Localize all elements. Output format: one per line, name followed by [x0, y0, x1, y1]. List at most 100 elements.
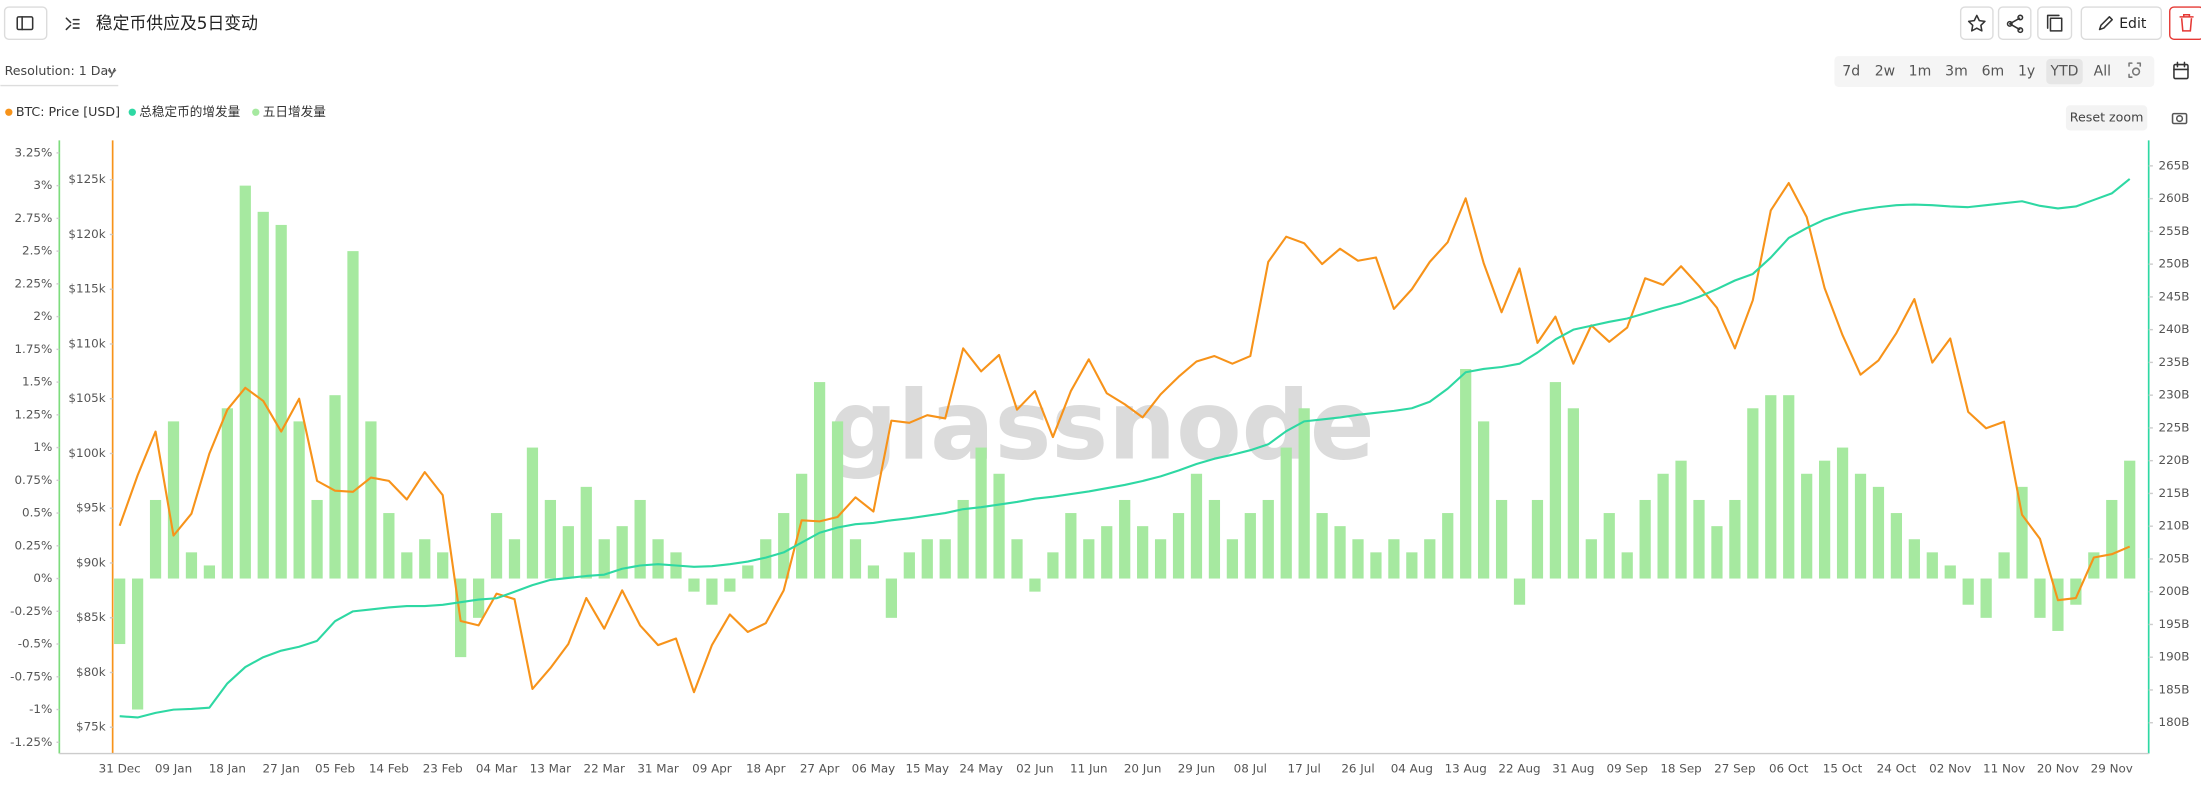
y2-tick-label: 215B: [2159, 486, 2190, 500]
bar: [1424, 539, 1436, 579]
bar: [347, 251, 359, 579]
edit-label: Edit: [2119, 16, 2147, 32]
y3-tick-label: 0.5%: [22, 506, 52, 520]
range-button[interactable]: All: [2094, 64, 2111, 80]
bar: [831, 421, 844, 579]
y-tick-label: $115k: [68, 282, 105, 296]
reset-zoom-button[interactable]: [2065, 105, 2148, 131]
bar: [203, 565, 216, 579]
bar: [401, 552, 413, 579]
y2-tick-label: 245B: [2159, 289, 2190, 303]
range-button[interactable]: 6m: [1982, 64, 2005, 80]
y-tick-label: $125k: [68, 172, 105, 186]
bar: [311, 499, 323, 579]
bar: [185, 552, 198, 579]
bar: [742, 565, 754, 579]
bar: [1621, 552, 1633, 579]
y3-tick-label: -0.5%: [18, 637, 53, 651]
legend-label[interactable]: 五日增发量: [263, 104, 326, 119]
x-tick-label: 24 May: [959, 761, 1003, 775]
x-tick-label: 04 Mar: [476, 761, 518, 775]
zoom-glyph: [2131, 67, 2141, 76]
calendar-icon[interactable]: [2173, 61, 2189, 80]
x-tick-label: 15 Oct: [1823, 761, 1863, 775]
bar: [1244, 513, 1256, 579]
bar: [221, 408, 233, 579]
x-tick-label: 05 Feb: [315, 761, 355, 775]
copy-button[interactable]: [2037, 6, 2073, 40]
bar: [2016, 486, 2028, 579]
x-tick-label: 13 Aug: [1445, 761, 1487, 775]
x-tick-label: 23 Feb: [423, 761, 463, 775]
x-tick-label: 02 Nov: [1929, 761, 1971, 775]
y2-tick-label: 180B: [2159, 715, 2190, 729]
bar: [1388, 539, 1400, 579]
edit-button[interactable]: [2080, 6, 2163, 40]
y3-tick-label: 0.75%: [14, 473, 52, 487]
camera-glyph: [2175, 114, 2184, 123]
bar: [1872, 486, 1885, 579]
bar: [1495, 499, 1508, 579]
bar: [796, 473, 808, 579]
bar: [2124, 460, 2136, 579]
delete-button[interactable]: [2169, 6, 2201, 40]
bar: [1962, 578, 1974, 605]
collapse-icon[interactable]: [65, 17, 80, 31]
bar: [921, 539, 933, 579]
x-tick-label: 09 Jan: [155, 761, 192, 775]
y2-tick-label: 240B: [2159, 322, 2190, 336]
bar: [867, 565, 880, 579]
pencil-icon: [2098, 16, 2113, 31]
x-tick-label: 18 Apr: [746, 761, 786, 775]
y3-tick-label: 2.75%: [14, 211, 52, 225]
bar: [2070, 578, 2082, 605]
sidebar-button[interactable]: [3, 6, 48, 40]
bar: [1119, 499, 1131, 579]
bar: [1854, 473, 1867, 579]
y-tick-label: $105k: [68, 391, 105, 405]
bar: [437, 552, 449, 579]
bar: [1334, 526, 1346, 579]
x-tick-label: 31 Aug: [1552, 761, 1594, 775]
line: [119, 178, 2131, 719]
range-button[interactable]: 3m: [1945, 64, 1968, 80]
range-button[interactable]: 7d: [1842, 64, 1860, 80]
legend: BTC: Price [USD] 总稳定币的增发量 五日增发量: [5, 104, 326, 119]
share-icon: [2017, 14, 2024, 21]
camera-icon[interactable]: [2171, 112, 2188, 125]
range-button[interactable]: YTD: [2050, 64, 2079, 80]
y-tick-label: $85k: [76, 610, 106, 624]
bar: [1603, 513, 1615, 579]
range-button[interactable]: 1m: [1909, 64, 1932, 80]
bar: [1639, 499, 1651, 579]
bar: [1513, 578, 1526, 605]
resolution-label[interactable]: Resolution: 1 Day: [5, 63, 117, 78]
y3-tick-label: 2%: [33, 309, 52, 323]
x-tick-label: 15 May: [905, 761, 949, 775]
y3-tick-label: -0.75%: [10, 669, 52, 683]
x-tick-label: 22 Aug: [1498, 761, 1540, 775]
bar: [1154, 539, 1167, 579]
bar: [1172, 513, 1185, 579]
range-button[interactable]: 2w: [1875, 64, 1895, 80]
bar: [562, 526, 574, 579]
star-icon: [1967, 14, 1986, 32]
legend-label[interactable]: 总稳定币的增发量: [139, 104, 240, 119]
legend-label[interactable]: BTC: Price [USD]: [16, 104, 120, 119]
share-button[interactable]: [1997, 6, 2032, 40]
range-button[interactable]: 1y: [2018, 64, 2035, 80]
zoom-select-icon[interactable]: [2128, 62, 2142, 78]
share-icon: [2006, 20, 2013, 27]
bar: [508, 539, 521, 579]
y2-tick-label: 185B: [2159, 682, 2190, 696]
x-tick-label: 11 Jun: [1070, 761, 1108, 775]
y2-tick-label: 265B: [2159, 158, 2190, 172]
bar: [1890, 513, 1903, 579]
x-tick-label: 27 Sep: [1714, 761, 1755, 775]
copy-icon: [2049, 17, 2063, 32]
share-icon: [2017, 27, 2024, 34]
favorite-button[interactable]: [1959, 6, 1994, 40]
y-tick-label: $75k: [76, 720, 106, 734]
